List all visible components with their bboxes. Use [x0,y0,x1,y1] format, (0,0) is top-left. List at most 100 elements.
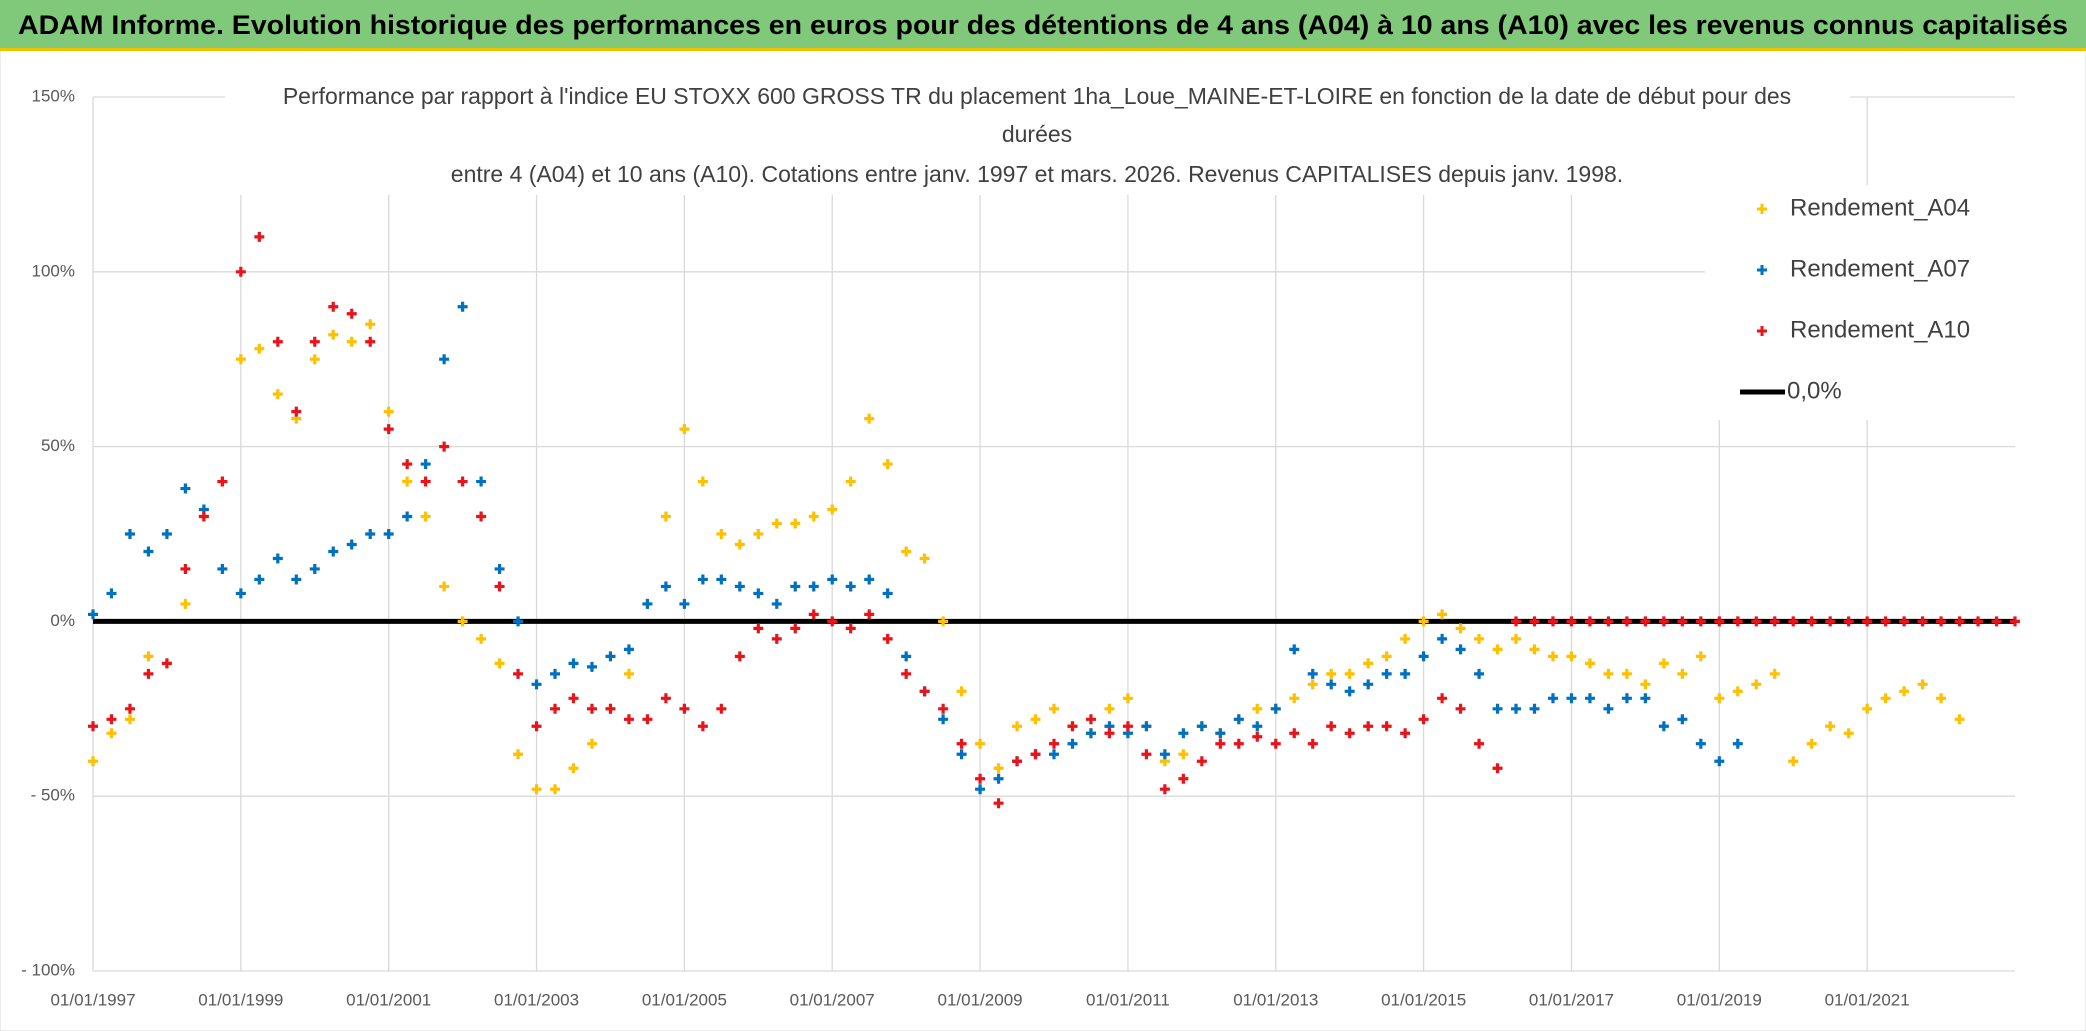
y-tick-label: 0% [50,611,75,630]
scatter-point [808,609,819,620]
title-underline [0,48,2086,51]
scatter-point [439,441,450,452]
scatter-point [161,529,172,539]
scatter-point [1141,721,1152,732]
scatter-point [1012,756,1023,767]
scatter-point [1437,609,1448,620]
scatter-point [1658,616,1669,627]
scatter-point [1566,693,1577,704]
scatter-point [235,588,246,599]
scatter-point [1677,714,1688,725]
scatter-point [198,511,209,522]
scatter-point [1677,668,1688,679]
scatter-point [1714,693,1725,704]
x-tick-label: 01/01/1999 [198,990,283,1009]
scatter-point [1899,686,1910,697]
scatter-point [513,668,524,679]
scatter-point [1954,714,1965,725]
scatter-point [623,668,634,679]
scatter-point [1381,721,1392,732]
scatter-point [1547,651,1558,662]
scatter-point [1603,616,1614,627]
scatter-point [1344,686,1355,697]
legend-label: 0,0% [1787,377,1842,404]
scatter-point [1492,763,1503,774]
x-tick-label: 01/01/2003 [494,990,579,1009]
scatter-point [291,406,302,417]
scatter-point [1067,738,1078,749]
scatter-point [975,773,986,784]
scatter-point [1437,693,1448,704]
scatter-point [365,319,376,330]
scatter-point [1862,703,1873,714]
scatter-point [550,703,561,714]
scatter-point [679,598,690,609]
scatter-point [1344,728,1355,739]
scatter-point [550,784,561,795]
scatter-point [476,633,487,644]
scatter-point [1603,703,1614,714]
scatter-point [1178,749,1189,760]
scatter-point [1030,714,1041,725]
scatter-point [1400,633,1411,644]
scatter-point [734,651,745,662]
scatter-point [402,511,413,522]
scatter-point [494,658,505,669]
scatter-point [1732,738,1743,749]
scatter-point [1492,644,1503,655]
scatter-point [1326,721,1337,732]
scatter-point [383,406,394,417]
scatter-point [716,574,727,585]
scatter-point [254,343,265,354]
scatter-point [1695,616,1706,627]
scatter-point [1326,668,1337,679]
scatter-point [679,424,690,435]
scatter-point [272,336,283,347]
scatter-point [1917,679,1928,690]
scatter-point [697,721,708,732]
y-tick-label: - 100% [21,960,75,979]
scatter-point [1806,738,1817,749]
scatter-point [753,623,764,634]
scatter-point [476,476,487,487]
scatter-point [346,336,357,347]
scatter-point [808,511,819,522]
scatter-point [1270,703,1281,714]
scatter-point [1695,651,1706,662]
scatter-point [1529,644,1540,655]
scatter-point [1880,693,1891,704]
scatter-point [1178,773,1189,784]
x-tick-label: 01/01/2013 [1233,990,1318,1009]
scatter-point [864,609,875,620]
scatter-point [346,539,357,550]
scatter-point [771,633,782,644]
scatter-point [1270,738,1281,749]
scatter-point [439,581,450,592]
scatter-point [642,598,653,609]
legend-swatch [1757,265,1767,275]
scatter-point [1880,616,1891,627]
scatter-point [623,714,634,725]
scatter-point [882,588,893,599]
scatter-point [1769,668,1780,679]
x-tick-label: 01/01/2009 [938,990,1023,1009]
scatter-point [1584,658,1595,669]
scatter-point [993,773,1004,784]
scatter-point [1344,668,1355,679]
scatter-point [309,336,320,347]
scatter-point [513,749,524,760]
scatter-point [1843,616,1854,627]
scatter-point [1363,721,1374,732]
scatter-point [1400,668,1411,679]
scatter-point [956,738,967,749]
scatter-point [1474,668,1485,679]
scatter-point [328,546,339,557]
scatter-point [605,703,616,714]
scatter-point [1418,714,1429,725]
scatter-point [1621,693,1632,704]
scatter-point [217,563,228,574]
scatter-point [106,588,117,599]
scatter-point [1289,728,1300,739]
scatter-point [88,609,98,620]
